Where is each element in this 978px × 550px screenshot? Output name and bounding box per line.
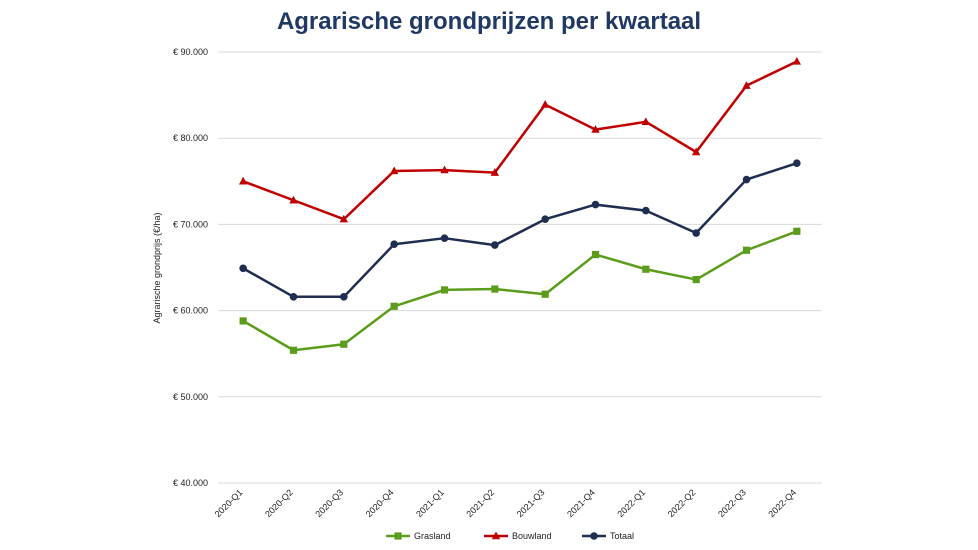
series-line-totaal	[242, 162, 798, 299]
data-point-totaal	[239, 264, 247, 273]
y-axis-ticks: € 40.000 € 50.000 € 60.000 € 70.000 € 80.000…	[173, 47, 208, 488]
data-point-totaal	[742, 175, 751, 184]
x-tick-label: 2022-Q1	[615, 487, 647, 519]
data-point-bouwland	[691, 147, 701, 156]
data-point-bouwland	[742, 81, 751, 89]
legend-item-bouwland: Bouwland	[484, 531, 552, 541]
data-point-grasland	[440, 286, 449, 294]
data-point-totaal	[541, 215, 549, 224]
data-point-bouwland	[792, 56, 802, 65]
y-tick-label: € 40.000	[173, 478, 208, 488]
data-point-bouwland	[490, 168, 500, 176]
y-tick-label: € 50.000	[173, 392, 208, 402]
y-tick-label: € 90.000	[173, 47, 208, 57]
x-tick-label: 2020-Q2	[263, 487, 295, 519]
x-axis-ticks: 2020-Q1 2020-Q2 2020-Q3 2020-Q4 2021-Q1 2021-…	[213, 487, 799, 519]
data-point-totaal	[642, 206, 650, 215]
data-point-grasland	[793, 227, 801, 235]
data-point-grasland	[541, 290, 549, 298]
legend-marker	[590, 532, 598, 540]
legend-label: Totaal	[610, 531, 634, 541]
series-line-bouwland	[242, 60, 798, 221]
series-bouwland	[238, 56, 802, 223]
data-point-bouwland	[389, 166, 399, 175]
data-point-grasland	[591, 250, 600, 259]
grid-lines	[218, 51, 822, 484]
data-point-totaal	[591, 200, 600, 209]
x-tick-label: 2021-Q2	[464, 487, 496, 519]
data-point-grasland	[390, 302, 398, 310]
data-point-bouwland	[289, 195, 298, 204]
legend-label: Bouwland	[512, 531, 552, 541]
data-point-totaal	[793, 159, 801, 167]
legend-marker	[394, 532, 402, 540]
series-lines	[238, 56, 802, 354]
data-point-totaal	[491, 241, 499, 249]
data-point-bouwland	[641, 117, 651, 126]
data-point-totaal	[390, 240, 398, 249]
data-point-bouwland	[238, 176, 248, 185]
x-tick-label: 2022-Q4	[766, 487, 798, 519]
data-point-grasland	[289, 346, 298, 354]
series-totaal	[239, 159, 801, 301]
y-tick-label: € 60.000	[173, 306, 208, 316]
data-point-bouwland	[339, 214, 349, 223]
data-point-grasland	[692, 275, 700, 284]
data-point-bouwland	[440, 165, 449, 174]
data-point-grasland	[340, 340, 348, 348]
x-tick-label: 2020-Q4	[364, 487, 396, 519]
legend-label: Grasland	[414, 531, 451, 541]
data-point-totaal	[340, 293, 348, 301]
y-tick-label: € 70.000	[173, 219, 208, 229]
data-point-totaal	[289, 293, 298, 301]
data-point-grasland	[742, 246, 751, 254]
legend-item-totaal: Totaal	[582, 531, 634, 541]
x-tick-label: 2022-Q2	[666, 487, 698, 519]
legend-item-grasland: Grasland	[386, 531, 451, 541]
x-tick-label: 2022-Q3	[716, 487, 748, 519]
data-point-totaal	[440, 234, 449, 242]
x-tick-label: 2021-Q4	[565, 487, 597, 519]
y-tick-label: € 80.000	[173, 133, 208, 143]
legend: Grasland Bouwland Totaal	[386, 531, 634, 541]
series-grasland	[239, 227, 801, 354]
data-point-grasland	[491, 285, 499, 293]
x-tick-label: 2020-Q1	[213, 487, 245, 519]
data-point-bouwland	[540, 100, 550, 108]
x-tick-label: 2020-Q3	[313, 487, 345, 519]
series-line-grasland	[242, 230, 798, 352]
legend-marker	[491, 531, 501, 540]
data-point-grasland	[642, 265, 650, 273]
y-axis-title: Agrarische grondprijs (€/ha)	[152, 212, 162, 323]
data-point-grasland	[239, 317, 247, 325]
data-point-bouwland	[591, 125, 600, 133]
x-tick-label: 2021-Q1	[414, 487, 446, 519]
chart-title: Agrarische grondprijzen per kwartaal	[276, 8, 702, 35]
data-point-totaal	[692, 229, 700, 237]
x-tick-label: 2021-Q3	[515, 487, 547, 519]
